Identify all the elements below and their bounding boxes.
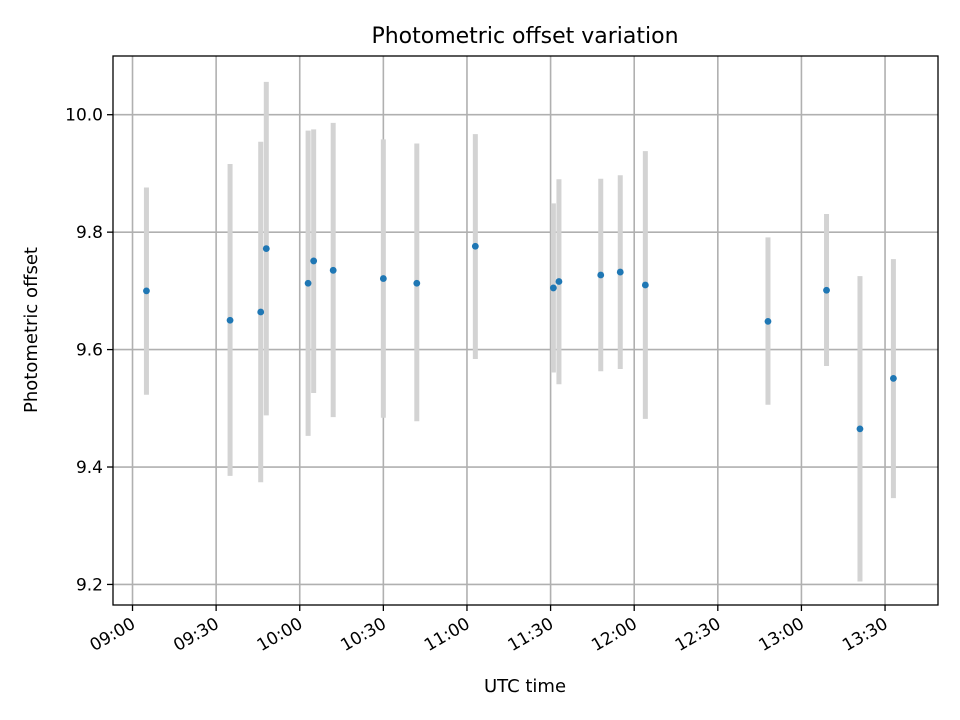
x-tick-label: 09:00 [87, 614, 139, 656]
data-point [823, 286, 830, 294]
data-point [597, 271, 605, 279]
x-axis-label: UTC time [484, 676, 566, 697]
y-tick-label: 9.8 [76, 223, 103, 243]
x-tick-label: 10:00 [254, 614, 306, 656]
data-point [764, 317, 772, 325]
y-axis-label: Photometric offset [21, 247, 42, 413]
x-tick-label: 11:00 [421, 614, 473, 656]
x-tick-label: 10:30 [337, 614, 389, 656]
data-point [555, 278, 563, 285]
data-point [262, 245, 270, 252]
data-point [379, 275, 387, 282]
data-point [413, 279, 421, 287]
chart-title: Photometric offset variation [371, 24, 678, 49]
x-tick-label: 13:00 [755, 614, 807, 656]
grid-layer [113, 56, 938, 605]
data-point [549, 284, 557, 292]
x-tick-label: 13:30 [839, 614, 891, 656]
y-tick-label: 9.4 [76, 458, 103, 478]
data-point [329, 266, 337, 274]
x-tick-label: 12:30 [672, 614, 724, 656]
data-point [856, 425, 864, 433]
x-tick-label: 09:30 [170, 614, 222, 656]
data-point [257, 308, 265, 316]
y-tick-label: 9.6 [76, 341, 103, 361]
data-point [890, 374, 897, 382]
x-tick-label: 12:00 [588, 614, 640, 656]
data-point [641, 281, 649, 289]
data-point [310, 257, 318, 265]
point-layer [143, 242, 897, 433]
errorbar-layer [143, 81, 896, 582]
y-tick-label: 10.0 [65, 106, 103, 126]
y-tick-label: 9.2 [76, 575, 103, 595]
data-point [143, 287, 150, 295]
x-tick-label: 11:30 [505, 614, 557, 656]
data-point [226, 316, 234, 324]
data-point [471, 242, 479, 250]
plot-frame [112, 55, 939, 606]
data-point [616, 268, 624, 276]
data-point [304, 279, 312, 287]
